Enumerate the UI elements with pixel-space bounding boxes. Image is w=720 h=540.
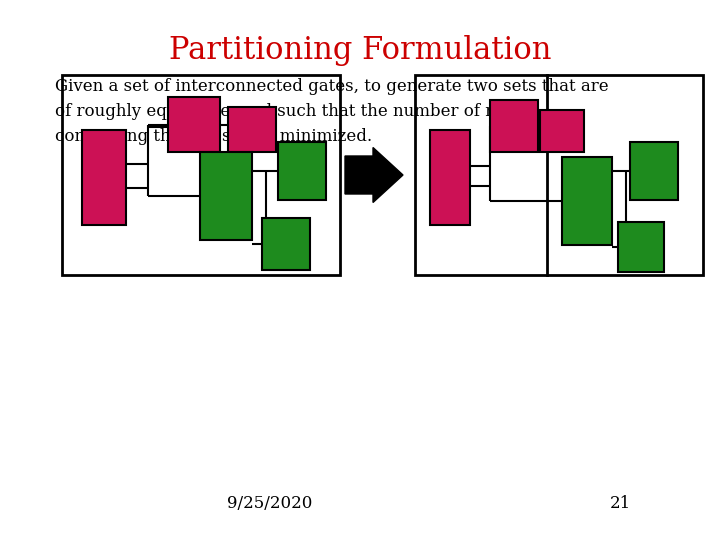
Bar (262, 218, 310, 270)
Bar (618, 222, 664, 272)
Bar (540, 110, 584, 152)
Bar (62, 75, 340, 275)
Text: 9/25/2020: 9/25/2020 (228, 495, 312, 512)
FancyArrow shape (345, 147, 403, 202)
Bar (490, 100, 538, 152)
Bar (82, 130, 126, 225)
Text: Partitioning Formulation: Partitioning Formulation (168, 35, 552, 66)
Bar (228, 107, 276, 152)
Bar (278, 142, 326, 200)
Bar (168, 97, 220, 152)
Bar (200, 152, 252, 240)
Text: 21: 21 (609, 495, 631, 512)
Bar (562, 157, 612, 245)
Text: Given a set of interconnected gates, to generate two sets that are
of roughly eq: Given a set of interconnected gates, to … (55, 78, 608, 145)
Bar (630, 142, 678, 200)
Bar (415, 75, 703, 275)
Bar (430, 130, 470, 225)
